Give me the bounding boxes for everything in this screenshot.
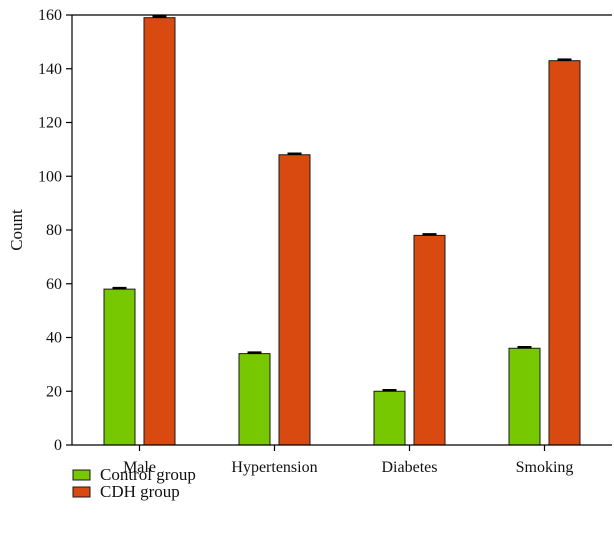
- x-tick-label: Smoking: [516, 459, 574, 476]
- axes: 0 20 40 60 80 100 120 140 160 Count Male Hypertensi…: [7, 7, 612, 476]
- bar-cdh-group-diabetes: [413, 234, 446, 446]
- y-tick-label: 140: [38, 61, 62, 78]
- x-tick-label: Male: [123, 459, 156, 476]
- bar-control-group-smoking: [508, 347, 541, 446]
- bar-cdh-group-hypertension: [278, 154, 311, 446]
- bar-cdh-group-smoking: [548, 60, 581, 446]
- y-tick-label: 40: [46, 330, 62, 347]
- y-axis-title: Count: [7, 209, 26, 251]
- y-tick-label: 80: [46, 222, 62, 239]
- x-tick-label: Hypertension: [231, 459, 317, 476]
- bar-control-group-diabetes: [373, 390, 406, 446]
- y-tick-label: 100: [38, 168, 62, 185]
- bar-control-group-male: [103, 288, 136, 446]
- y-tick-label: 20: [46, 383, 62, 400]
- y-tick-label: 60: [46, 276, 62, 293]
- x-tick-label: Diabetes: [382, 459, 438, 476]
- plot-area: [103, 15, 581, 446]
- bar-cdh-group-male: [143, 17, 176, 446]
- legend-swatch: [72, 469, 91, 481]
- legend-swatch: [72, 486, 91, 498]
- y-tick-label: 120: [38, 115, 62, 132]
- bar-control-group-hypertension: [238, 353, 271, 446]
- legend-label: Control group: [100, 465, 196, 484]
- y-tick-label: 0: [54, 437, 62, 454]
- y-tick-label: 160: [38, 7, 62, 24]
- legend-label: CDH group: [100, 482, 180, 501]
